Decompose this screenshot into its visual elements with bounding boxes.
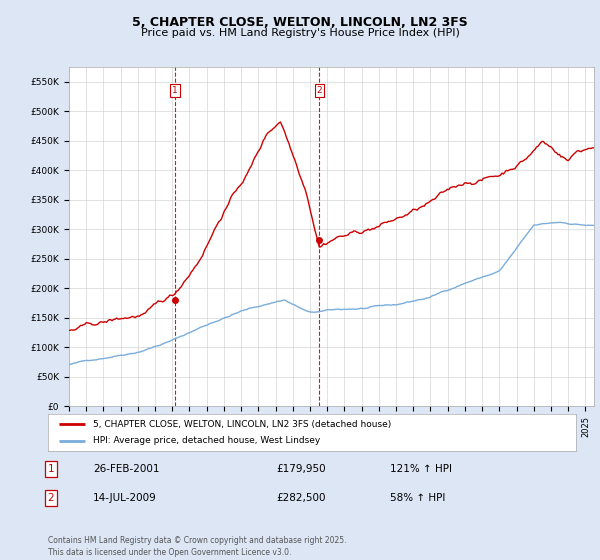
Text: 14-JUL-2009: 14-JUL-2009	[93, 493, 157, 503]
Text: 58% ↑ HPI: 58% ↑ HPI	[390, 493, 445, 503]
Text: 5, CHAPTER CLOSE, WELTON, LINCOLN, LN2 3FS (detached house): 5, CHAPTER CLOSE, WELTON, LINCOLN, LN2 3…	[93, 420, 391, 429]
Text: Price paid vs. HM Land Registry's House Price Index (HPI): Price paid vs. HM Land Registry's House …	[140, 28, 460, 38]
Text: 1: 1	[47, 464, 55, 474]
Text: 121% ↑ HPI: 121% ↑ HPI	[390, 464, 452, 474]
Text: HPI: Average price, detached house, West Lindsey: HPI: Average price, detached house, West…	[93, 436, 320, 445]
Text: 2: 2	[47, 493, 55, 503]
Text: 5, CHAPTER CLOSE, WELTON, LINCOLN, LN2 3FS: 5, CHAPTER CLOSE, WELTON, LINCOLN, LN2 3…	[132, 16, 468, 29]
Text: £282,500: £282,500	[276, 493, 325, 503]
Text: £179,950: £179,950	[276, 464, 326, 474]
Text: 26-FEB-2001: 26-FEB-2001	[93, 464, 160, 474]
Text: 2: 2	[316, 86, 322, 95]
Text: Contains HM Land Registry data © Crown copyright and database right 2025.
This d: Contains HM Land Registry data © Crown c…	[48, 536, 347, 557]
Text: 1: 1	[172, 86, 178, 95]
